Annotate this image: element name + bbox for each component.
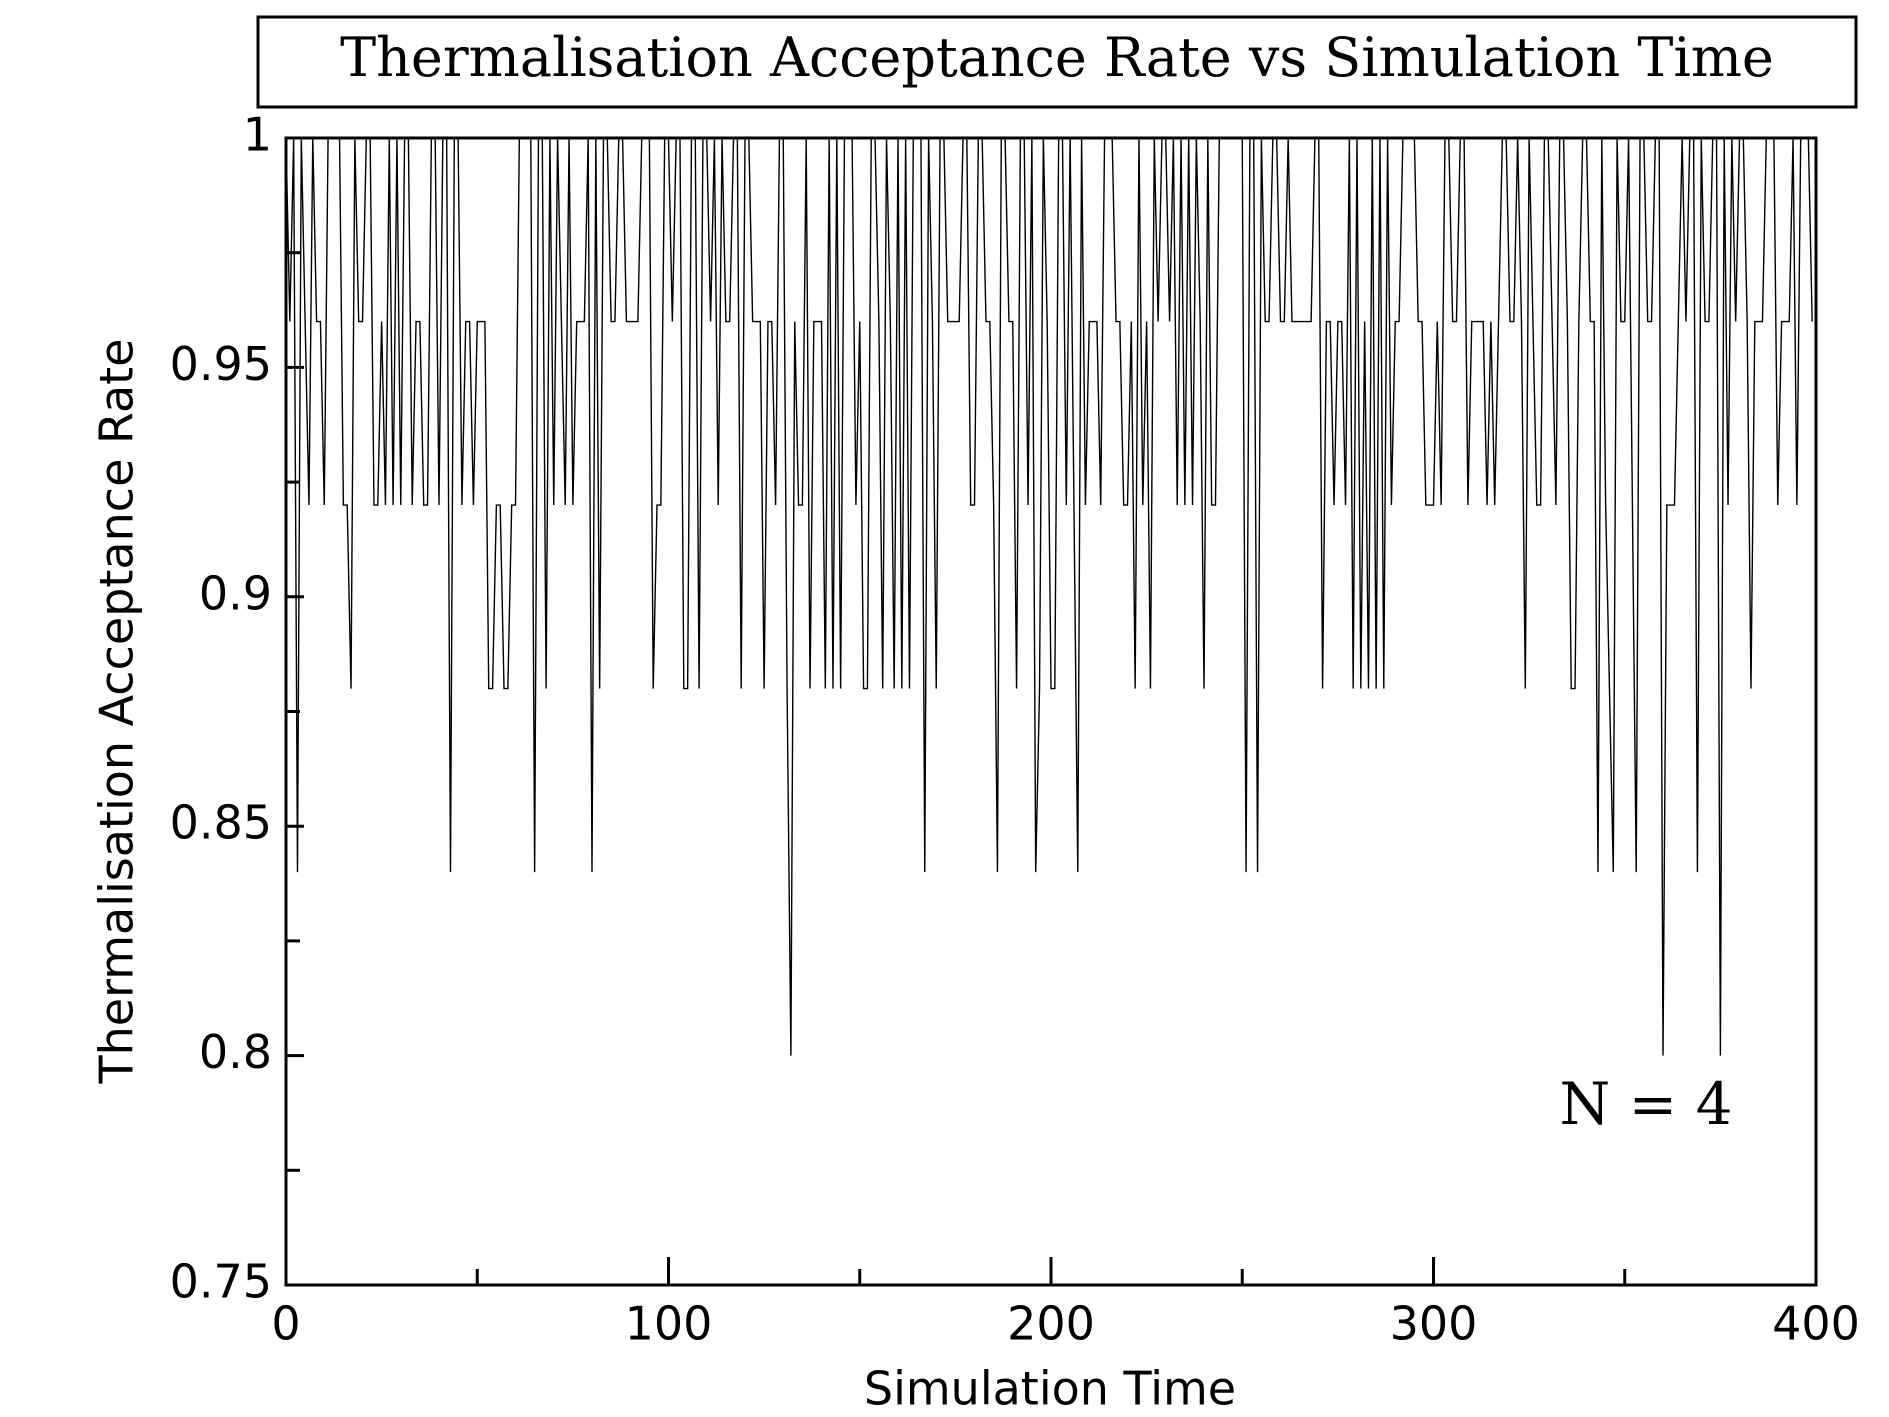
y-tick-label: 0.8 [199, 1025, 272, 1079]
x-tick-label: 100 [625, 1297, 713, 1351]
y-axis-label: Thermalisation Acceptance Rate [90, 339, 144, 1085]
y-tick-label: 0.95 [170, 337, 272, 391]
plot-frame [284, 136, 1818, 1287]
title-box [256, 15, 1858, 109]
y-tick-label: 0.9 [199, 566, 272, 620]
y-tick-label: 0.85 [170, 796, 272, 850]
y-tick-label: 1 [243, 108, 272, 162]
x-tick-label: 300 [1390, 1297, 1478, 1351]
x-tick-label: 200 [1007, 1297, 1095, 1351]
data-line [285, 137, 1813, 1056]
chart-title: Thermalisation Acceptance Rate vs Simula… [340, 26, 1774, 89]
x-tick-label: 400 [1772, 1297, 1860, 1351]
x-tick-label: 0 [271, 1297, 300, 1351]
annotation: N = 4 [1559, 1070, 1732, 1138]
y-tick-label: 0.75 [170, 1255, 272, 1309]
x-axis-label: Simulation Time [864, 1362, 1236, 1416]
